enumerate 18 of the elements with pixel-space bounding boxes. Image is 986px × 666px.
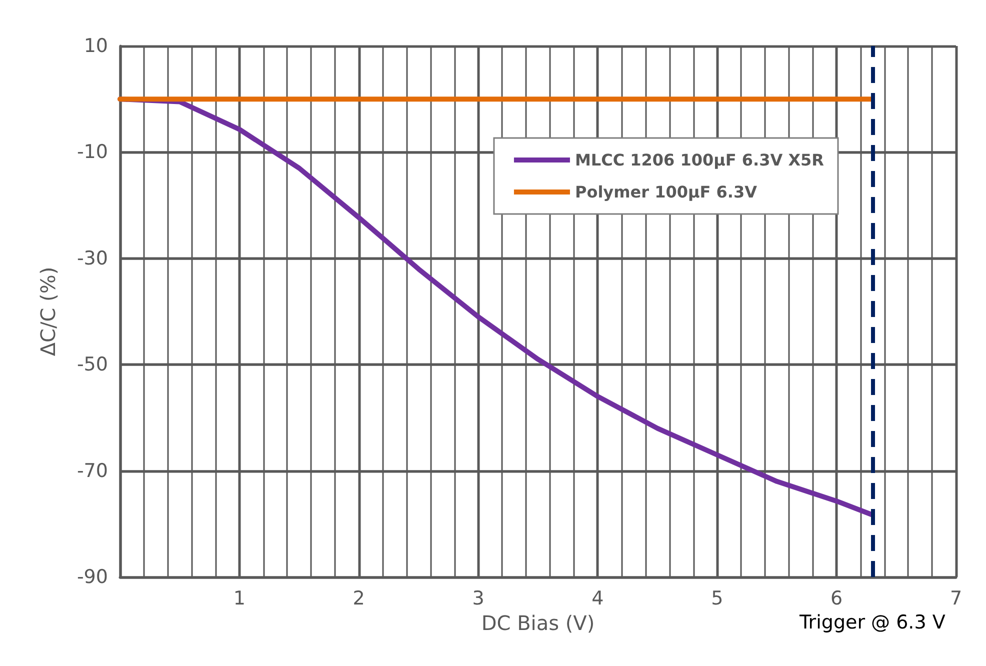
x-axis-title: DC Bias (V) (481, 610, 595, 635)
y-axis-title: ΔC/C (%) (36, 266, 60, 356)
x-tick-label: 2 (352, 588, 365, 610)
y-tick-label: -30 (76, 247, 108, 270)
x-tick-label: 5 (711, 588, 724, 610)
y-tick-label: -70 (76, 460, 108, 482)
y-tick-label: -90 (76, 566, 108, 588)
y-tick-label: -50 (76, 354, 108, 376)
legend-label: Polymer 100µF 6.3V (574, 182, 758, 202)
y-tick-label: 10 (84, 35, 108, 57)
ref-line-label: Trigger @ 6.3 V (798, 612, 946, 634)
x-tick-label: 3 (472, 588, 484, 610)
x-tick-label: 1 (233, 588, 246, 610)
x-tick-label: 6 (830, 588, 843, 610)
x-tick-label: 4 (592, 588, 604, 610)
x-tick-label: 7 (950, 588, 962, 610)
legend-label: MLCC 1206 100µF 6.3V X5R (574, 150, 824, 170)
y-tick-label: -10 (76, 141, 108, 164)
